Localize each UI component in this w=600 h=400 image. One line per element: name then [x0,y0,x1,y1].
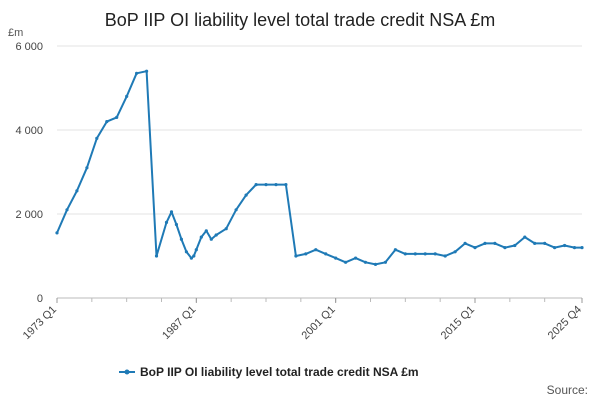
data-point[interactable] [523,235,527,239]
x-tick-label: 2001 Q1 [299,304,337,342]
data-point[interactable] [75,189,79,193]
data-point[interactable] [314,248,318,252]
data-point[interactable] [373,262,378,266]
data-point[interactable] [513,243,517,248]
data-point[interactable] [244,193,248,197]
data-point[interactable] [354,256,358,260]
data-point[interactable] [443,254,447,258]
x-tick-label: 2025 Q4 [546,304,584,342]
data-point[interactable] [563,243,567,248]
data-point[interactable] [95,136,99,140]
y-tick-label: 4 000 [15,125,43,137]
data-point[interactable] [209,237,213,241]
data-point[interactable] [344,260,348,264]
data-point[interactable] [164,220,169,224]
data-point[interactable] [135,71,139,75]
data-point[interactable] [433,252,437,256]
legend-marker [124,369,130,375]
data-point[interactable] [214,233,218,237]
series-group [55,69,584,266]
data-point[interactable] [184,250,188,254]
data-point[interactable] [483,241,487,245]
x-tick-label: 1987 Q1 [160,304,198,342]
data-point[interactable] [393,248,397,252]
data-point[interactable] [224,227,228,231]
y-tick-label: 0 [37,293,43,305]
data-point[interactable] [493,241,497,245]
data-point[interactable] [199,235,203,239]
data-point[interactable] [115,115,119,119]
data-point[interactable] [383,260,387,264]
series-line [56,70,582,266]
data-point[interactable] [192,254,196,258]
data-point[interactable] [572,246,577,250]
data-point[interactable] [174,222,178,227]
data-point[interactable] [453,250,457,254]
data-point[interactable] [413,252,417,256]
chart-title: BoP IIP OI liability level total trade c… [105,10,496,30]
data-point[interactable] [553,246,557,250]
data-point[interactable] [533,241,537,245]
data-point[interactable] [65,208,69,212]
x-axis: 1973 Q1 1987 Q1 2001 Q1 2015 Q1 2025 Q4 [21,297,584,342]
y-tick-label: 2 000 [15,209,43,221]
data-point[interactable] [274,183,278,187]
data-point[interactable] [463,241,467,245]
gridlines [57,45,582,215]
y-axis-ticks: 0 2 000 4 000 6 000 [15,41,43,305]
data-point[interactable] [580,246,584,250]
x-tick-label: 1973 Q1 [21,304,59,342]
data-point[interactable] [543,241,547,245]
source-label: Source: [547,383,588,397]
data-point[interactable] [473,246,477,250]
data-point[interactable] [55,231,59,235]
y-axis-unit-label: £m [8,27,23,39]
data-point[interactable] [125,94,129,98]
data-point[interactable] [189,256,193,260]
data-point[interactable] [264,183,268,187]
data-point[interactable] [169,210,174,214]
data-point[interactable] [334,256,338,260]
data-point[interactable] [363,260,368,264]
y-tick-label: 6 000 [15,41,43,53]
legend[interactable]: BoP IIP OI liability level total trade c… [119,365,419,379]
x-tick-label: 2015 Q1 [439,304,477,342]
data-point[interactable] [154,254,159,258]
data-point[interactable] [204,229,208,233]
data-point[interactable] [194,248,198,252]
data-point[interactable] [179,237,183,241]
data-point[interactable] [254,183,258,187]
data-point[interactable] [85,166,89,170]
data-point[interactable] [145,69,149,73]
data-point[interactable] [284,183,288,187]
data-point[interactable] [503,246,507,250]
legend-label: BoP IIP OI liability level total trade c… [140,365,419,379]
data-point[interactable] [324,252,328,256]
data-point[interactable] [234,208,238,212]
data-point[interactable] [403,252,407,256]
data-point[interactable] [304,252,308,256]
data-point[interactable] [105,120,109,124]
data-point[interactable] [423,252,427,256]
data-point[interactable] [294,254,298,258]
